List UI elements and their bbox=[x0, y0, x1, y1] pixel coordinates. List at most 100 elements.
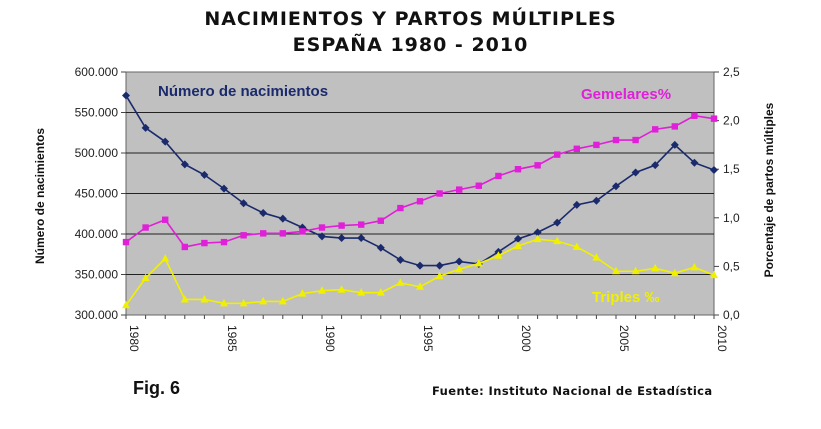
chart-subtitle: ESPAÑA 1980 - 2010 bbox=[292, 34, 529, 56]
data-point bbox=[631, 266, 640, 275]
data-point bbox=[200, 294, 209, 303]
data-point bbox=[240, 232, 247, 239]
y-tick-label: 600.000 bbox=[75, 65, 119, 79]
figure-label: Fig. 6 bbox=[133, 378, 181, 398]
data-point bbox=[416, 261, 424, 270]
data-point bbox=[278, 214, 287, 223]
y2-tick-label: 1,0 bbox=[723, 211, 740, 225]
y2-tick-label: 0,0 bbox=[723, 308, 740, 322]
data-point bbox=[436, 190, 443, 197]
x-tick-label: 2000 bbox=[519, 325, 533, 352]
data-point bbox=[180, 294, 189, 303]
data-point bbox=[396, 255, 405, 264]
data-point bbox=[376, 288, 385, 296]
data-point bbox=[259, 296, 268, 305]
data-point bbox=[180, 160, 189, 169]
data-point bbox=[593, 141, 600, 149]
data-point bbox=[142, 224, 149, 231]
data-point bbox=[514, 241, 522, 249]
data-point bbox=[553, 218, 562, 227]
x-tick-label: 1985 bbox=[225, 325, 239, 352]
source-note: Fuente: Instituto Nacional de Estadístic… bbox=[432, 384, 713, 398]
data-point bbox=[612, 136, 620, 144]
data-point bbox=[357, 234, 366, 243]
data-point bbox=[357, 288, 366, 296]
y2-tick-label: 2,5 bbox=[723, 65, 740, 79]
data-point bbox=[494, 251, 503, 259]
data-point bbox=[690, 158, 699, 167]
data-point bbox=[200, 170, 209, 179]
data-point bbox=[318, 286, 326, 294]
x-tick-label: 1980 bbox=[127, 325, 141, 352]
y2-tick-label: 0,5 bbox=[723, 259, 740, 273]
data-point bbox=[475, 182, 482, 189]
data-point bbox=[435, 261, 444, 270]
y-tick-label: 550.000 bbox=[75, 106, 119, 120]
y-tick-label: 450.000 bbox=[75, 187, 119, 201]
data-point bbox=[670, 268, 679, 277]
data-point bbox=[239, 298, 248, 307]
data-point bbox=[259, 208, 268, 217]
data-point bbox=[279, 230, 286, 237]
data-point bbox=[377, 217, 384, 224]
data-point bbox=[474, 258, 483, 267]
data-point bbox=[435, 271, 444, 280]
legend-label: Triples ‰ bbox=[592, 289, 660, 306]
legend-label: Número de nacimientos bbox=[158, 83, 328, 100]
data-point bbox=[396, 278, 405, 286]
data-point bbox=[122, 300, 130, 309]
data-point bbox=[631, 168, 640, 177]
data-point bbox=[710, 270, 718, 279]
data-point bbox=[455, 264, 464, 273]
y2-axis-title: Porcentaje de partos múltiples bbox=[762, 102, 776, 277]
y-axis-title: Número de nacimientos bbox=[33, 128, 47, 264]
x-tick-label: 2005 bbox=[617, 325, 631, 352]
data-point bbox=[651, 161, 660, 170]
data-point bbox=[533, 228, 542, 237]
data-point bbox=[495, 172, 502, 180]
data-point bbox=[298, 289, 307, 297]
data-point bbox=[299, 228, 306, 235]
data-point bbox=[572, 200, 581, 209]
y-tick-label: 300.000 bbox=[75, 308, 119, 322]
y-tick-label: 350.000 bbox=[75, 268, 119, 282]
data-point bbox=[652, 126, 659, 133]
data-point bbox=[376, 243, 385, 252]
y-tick-label: 500.000 bbox=[75, 146, 119, 160]
chart-title: NACIMIENTOS Y PARTOS MÚLTIPLES bbox=[204, 8, 617, 30]
data-point bbox=[671, 123, 678, 130]
y2-tick-label: 2,0 bbox=[723, 114, 740, 128]
data-point bbox=[122, 238, 130, 246]
data-point bbox=[651, 263, 660, 272]
data-point bbox=[122, 91, 130, 100]
data-point bbox=[318, 224, 326, 231]
data-point bbox=[632, 136, 639, 144]
data-point bbox=[358, 221, 365, 228]
data-point bbox=[554, 151, 561, 158]
data-point bbox=[691, 112, 698, 119]
x-tick-label: 1995 bbox=[421, 325, 435, 352]
data-point bbox=[710, 115, 718, 122]
data-point bbox=[141, 273, 150, 282]
data-point bbox=[612, 182, 620, 191]
data-point bbox=[416, 282, 424, 290]
data-point bbox=[201, 239, 208, 247]
data-point bbox=[220, 184, 228, 193]
data-point bbox=[455, 257, 464, 266]
data-point bbox=[318, 232, 326, 241]
data-point bbox=[573, 145, 580, 152]
data-point bbox=[592, 253, 601, 261]
data-point bbox=[670, 140, 679, 149]
data-point bbox=[690, 262, 699, 271]
data-point bbox=[162, 216, 169, 223]
legend-label: Gemelares% bbox=[581, 86, 671, 103]
data-point bbox=[456, 186, 463, 193]
data-point bbox=[278, 296, 287, 305]
data-point bbox=[260, 230, 267, 237]
data-point bbox=[514, 166, 522, 173]
data-point bbox=[397, 204, 404, 212]
data-point bbox=[710, 166, 718, 175]
y2-tick-label: 1,5 bbox=[723, 162, 740, 176]
data-point bbox=[220, 298, 228, 307]
